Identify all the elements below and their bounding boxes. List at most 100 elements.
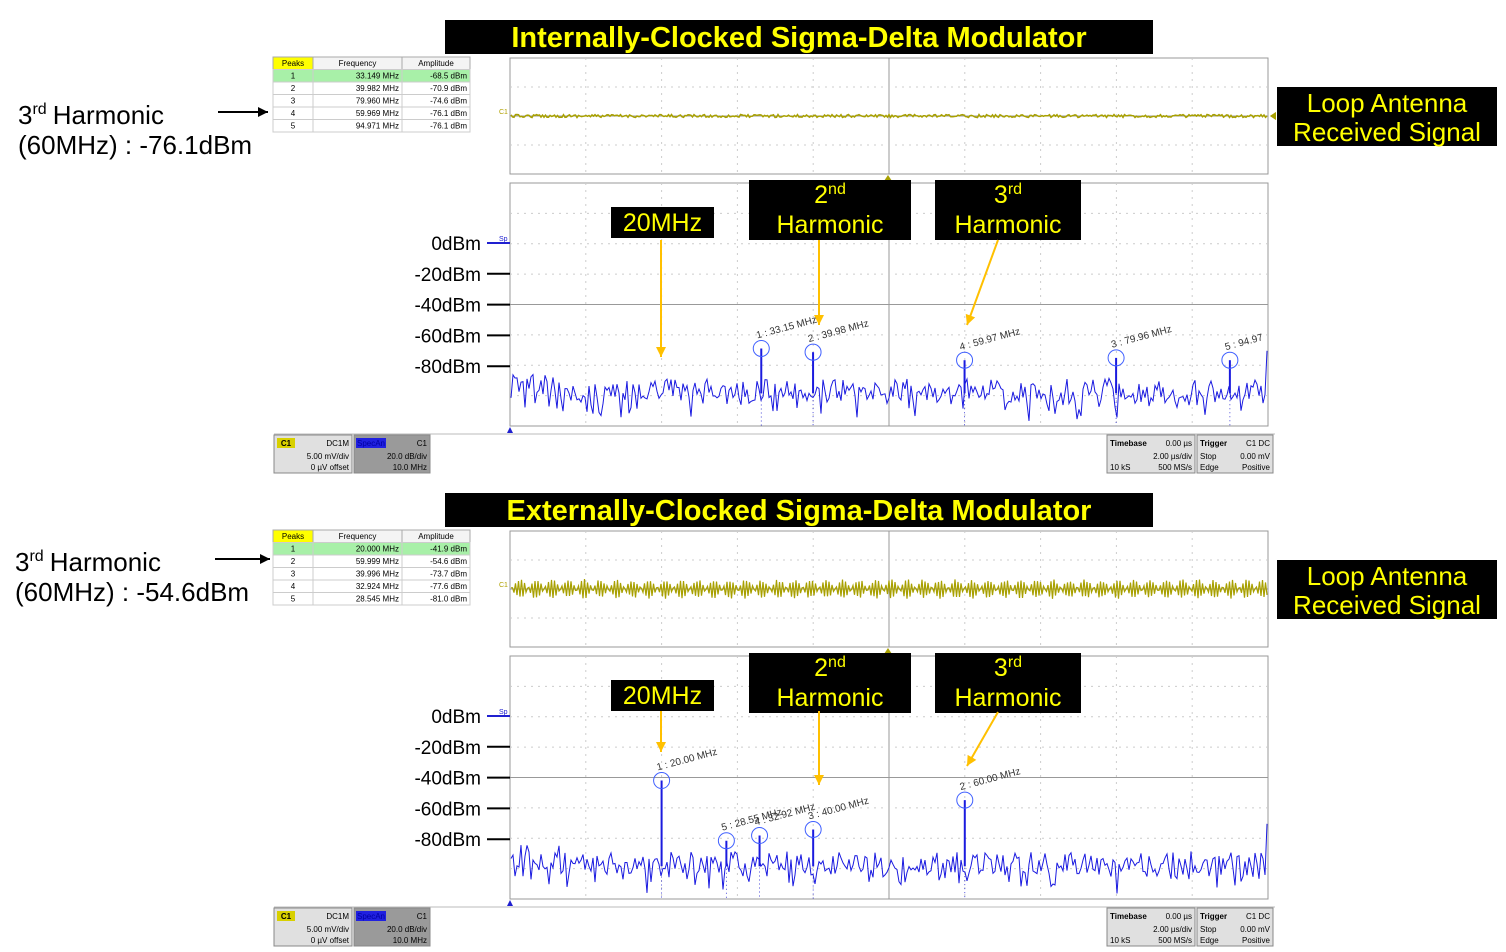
table-value: 1 [291,545,296,554]
callout-title: 2nd [814,654,846,682]
scope-panel: Internally-Clocked Sigma-Delta Modulator… [18,20,1497,474]
callout-number: 2 [814,654,828,682]
status-text: 20.0 dB/div [387,925,427,934]
channel-tag: C1 [499,582,508,589]
arrow-line [966,239,999,326]
table-header: Peaks [282,532,304,541]
callout-text: 20MHz [623,682,702,710]
y-label: -40dBm [414,769,481,790]
table-header: Amplitude [418,59,454,68]
start-marker [507,900,513,906]
table-value: -41.9 dBm [430,545,467,554]
y-label: -20dBm [414,738,481,759]
scope-panel: Externally-Clocked Sigma-Delta Modulator… [15,112,1497,947]
arrow-line [966,711,999,767]
channel-tag-box [277,911,295,921]
peak-marker [956,351,974,369]
callout-title: 2nd [814,181,846,209]
status-text: C1 DC [1246,439,1270,448]
status-text: Positive [1242,463,1271,472]
status-text: 10 kS [1110,463,1130,472]
table-value: 3 [291,570,296,579]
time-trace [510,113,1268,119]
y-label: -40dBm [414,296,481,317]
table-value: 20.000 MHz [356,545,399,554]
callout-title: 3rd [994,654,1022,682]
spectrum-tag: Sp [499,236,508,243]
peak-marker [653,772,671,790]
signal-label-box [1277,87,1497,146]
y-label: -60dBm [414,799,481,820]
status-text: Stop [1200,925,1217,934]
table-header: Frequency [339,59,377,68]
table-value: 59.999 MHz [356,557,399,566]
table-value: 5 [291,595,296,604]
status-text: Positive [1242,936,1271,945]
channel-tag: C1 [499,109,508,116]
callout-title: 3rd [994,181,1022,209]
note-number: 3 [15,547,29,577]
peak-marker [751,827,769,845]
callout-suffix: nd [828,654,846,671]
start-marker [507,427,513,433]
table-value: -54.6 dBm [430,557,467,566]
table-value: -70.9 dBm [430,84,467,93]
callout-number: 3 [994,654,1008,682]
callout-number: 3 [994,181,1008,209]
status-text: SpecAn [357,912,385,921]
center-marker [884,175,892,181]
table-value: 94.971 MHz [356,122,399,131]
signal-label: Loop Antenna [1307,561,1468,591]
panel-title: Internally-Clocked Sigma-Delta Modulator [511,22,1086,54]
callout-box [611,680,714,711]
table-value: -81.0 dBm [430,595,467,604]
note-number: 3 [18,100,32,130]
status-text: Trigger [1200,439,1227,448]
panel-title: Externally-Clocked Sigma-Delta Modulator [507,495,1092,527]
status-box [1106,907,1196,947]
table-header: Amplitude [418,532,454,541]
table-value: 79.960 MHz [356,97,399,106]
status-text: 0.00 µs [1166,439,1192,448]
callout-number: 2 [814,181,828,209]
signal-label: Loop Antenna [1307,88,1468,118]
table-value: 4 [291,582,296,591]
table-value: 59.969 MHz [356,109,399,118]
callout-text: 20MHz [623,209,702,237]
peak-marker [752,339,770,357]
table-value: 33.149 MHz [356,72,399,81]
callout-box [935,653,1081,713]
peak-marker [956,791,974,809]
peak-marker [804,820,822,838]
arrow-head [967,754,977,766]
trigger-marker [1270,112,1276,120]
status-text: DC1M [326,439,349,448]
harmonic-note: 3rd Harmonic [18,100,164,130]
y-label: -80dBm [414,830,481,851]
table-cell [401,119,471,133]
status-text: Edge [1200,463,1219,472]
note-label: Harmonic [50,547,161,577]
table-value: -68.5 dBm [430,72,467,81]
status-text: C1 DC [1246,912,1270,921]
status-text: 10 kS [1110,936,1130,945]
peak-marker [1221,351,1239,369]
spectrum-tag: Sp [499,709,508,716]
table-value: 28.545 MHz [356,595,399,604]
arrow-head [965,313,976,325]
y-label: -20dBm [414,265,481,286]
spectrum-trace [510,823,1268,894]
channel-tag-box [277,438,295,448]
status-text: C1 [417,912,428,921]
peak-marker [717,832,735,850]
arrow-head [814,315,824,325]
status-text: C1 [281,912,292,921]
arrow-head [656,347,666,357]
callout-text: Harmonic [777,684,884,712]
status-text: C1 [281,439,292,448]
status-text: 10.0 MHz [393,463,427,472]
status-box [1196,434,1274,474]
table-value: -76.1 dBm [430,122,467,131]
status-text: 0.00 µs [1166,912,1192,921]
